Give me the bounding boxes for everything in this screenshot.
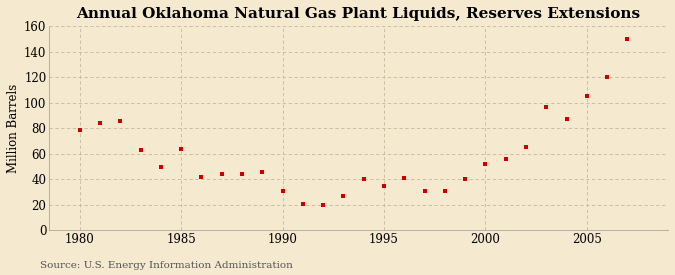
Point	[460, 177, 470, 182]
Point	[237, 172, 248, 176]
Point	[439, 189, 450, 193]
Point	[581, 94, 592, 99]
Text: Source: U.S. Energy Information Administration: Source: U.S. Energy Information Administ…	[40, 260, 294, 270]
Point	[318, 203, 329, 207]
Point	[135, 148, 146, 152]
Point	[257, 169, 268, 174]
Point	[480, 162, 491, 166]
Point	[74, 127, 85, 132]
Point	[277, 189, 288, 193]
Point	[520, 145, 531, 150]
Point	[196, 175, 207, 179]
Point	[176, 147, 186, 151]
Point	[622, 37, 633, 41]
Point	[338, 194, 349, 198]
Point	[115, 119, 126, 123]
Point	[500, 157, 511, 161]
Point	[216, 172, 227, 176]
Point	[34, 172, 45, 176]
Y-axis label: Million Barrels: Million Barrels	[7, 84, 20, 173]
Point	[419, 189, 430, 193]
Point	[399, 176, 410, 180]
Point	[298, 201, 308, 206]
Point	[358, 177, 369, 182]
Title: Annual Oklahoma Natural Gas Plant Liquids, Reserves Extensions: Annual Oklahoma Natural Gas Plant Liquid…	[76, 7, 641, 21]
Point	[561, 117, 572, 122]
Point	[541, 104, 551, 109]
Point	[95, 121, 105, 125]
Point	[602, 75, 613, 79]
Point	[155, 164, 166, 169]
Point	[379, 183, 389, 188]
